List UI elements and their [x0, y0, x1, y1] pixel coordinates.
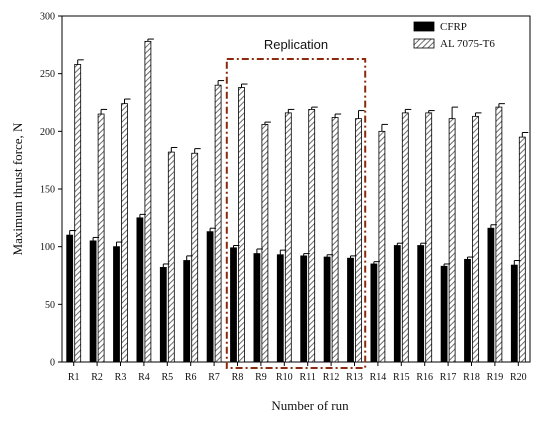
replication-label: Replication: [264, 37, 328, 52]
x-tick-label: R10: [276, 372, 293, 383]
y-tick-label: 150: [40, 185, 55, 196]
bar-al7075: [425, 112, 433, 363]
bar-cfrp: [136, 217, 144, 363]
bar-al7075: [448, 118, 456, 363]
bar-al7075: [97, 113, 105, 363]
plot-area: [61, 15, 531, 363]
y-tick-label: 250: [40, 69, 55, 80]
x-tick-label: R20: [510, 372, 527, 383]
x-tick-label: R15: [393, 372, 410, 383]
bar-al7075: [74, 64, 82, 363]
y-tick-label: 0: [50, 358, 55, 369]
bar-cfrp: [300, 255, 308, 363]
bars: [66, 40, 526, 363]
replication-box: [225, 58, 367, 369]
y-tick-label: 300: [40, 12, 55, 23]
bar-al7075: [144, 40, 152, 363]
bar-cfrp: [159, 267, 167, 363]
x-tick-label: R17: [440, 372, 457, 383]
replication-annotation: Replication: [225, 37, 367, 369]
x-tick-label: R19: [487, 372, 504, 383]
plot-frame: [61, 15, 531, 363]
x-tick-label: R18: [463, 372, 480, 383]
legend-swatch-cfrp: [413, 21, 435, 32]
y-tick-label: 50: [45, 300, 55, 311]
x-tick-label: R1: [68, 372, 80, 383]
bar-al7075: [238, 87, 245, 363]
x-tick-label: R6: [185, 372, 197, 383]
bar-al7075: [167, 151, 175, 363]
bar-al7075: [495, 106, 503, 363]
bar-cfrp: [440, 265, 448, 363]
bar-cfrp: [253, 253, 261, 363]
error-bars: [69, 38, 529, 268]
x-tick-label: R13: [346, 372, 363, 383]
bar-al7075: [214, 84, 222, 363]
bar-al7075: [308, 109, 316, 363]
bar-cfrp: [230, 247, 237, 363]
bar-cfrp: [393, 245, 401, 363]
bar-cfrp: [347, 257, 354, 363]
bar-al7075: [472, 115, 479, 363]
bar-al7075: [518, 136, 526, 363]
bar-al7075: [121, 103, 128, 363]
bar-cfrp: [183, 260, 191, 363]
bar-cfrp: [370, 263, 378, 363]
bar-cfrp: [206, 231, 214, 363]
bar-cfrp: [66, 234, 74, 363]
y-axis: 0 50 100 150 200 250 300: [40, 12, 62, 369]
bar-al7075: [401, 112, 409, 363]
bar-al7075: [355, 118, 362, 363]
bar-cfrp: [487, 227, 495, 363]
bar-al7075: [191, 152, 199, 363]
x-tick-label: R8: [232, 372, 244, 383]
bar-cfrp: [113, 246, 120, 363]
legend-label-al7075: AL 7075-T6: [440, 38, 495, 50]
legend: CFRP AL 7075-T6: [413, 21, 495, 50]
bar-cfrp: [417, 245, 425, 363]
bar-al7075: [284, 112, 292, 363]
x-tick-label: R5: [161, 372, 173, 383]
x-tick-label: R7: [208, 372, 220, 383]
legend-label-cfrp: CFRP: [440, 21, 467, 33]
bar-al7075: [261, 124, 269, 363]
y-tick-label: 100: [40, 242, 55, 253]
x-tick-label: R3: [115, 372, 127, 383]
y-tick-label: 200: [40, 127, 55, 138]
x-tick-label: R4: [138, 372, 150, 383]
bar-cfrp: [323, 256, 331, 363]
x-tick-label: R11: [300, 372, 316, 383]
bar-al7075: [331, 117, 339, 363]
bar-cfrp: [276, 254, 284, 363]
legend-swatch-al7075: [413, 38, 435, 49]
x-axis-title: Number of run: [271, 398, 349, 413]
x-tick-label: R16: [416, 372, 433, 383]
bar-al7075: [378, 130, 386, 363]
x-axis: R1 R2 R3 R4 R5 R6 R7 R8 R9 R10 R11 R12 R13 R14 R15 R16 R…: [68, 362, 527, 383]
bar-cfrp: [89, 240, 97, 363]
x-tick-label: R12: [323, 372, 340, 383]
y-axis-title: Maximum thrust force, N: [10, 122, 25, 255]
x-tick-label: R9: [255, 372, 267, 383]
x-tick-label: R14: [370, 372, 387, 383]
bar-cfrp: [510, 264, 518, 363]
bar-cfrp: [464, 258, 471, 363]
x-tick-label: R2: [91, 372, 103, 383]
